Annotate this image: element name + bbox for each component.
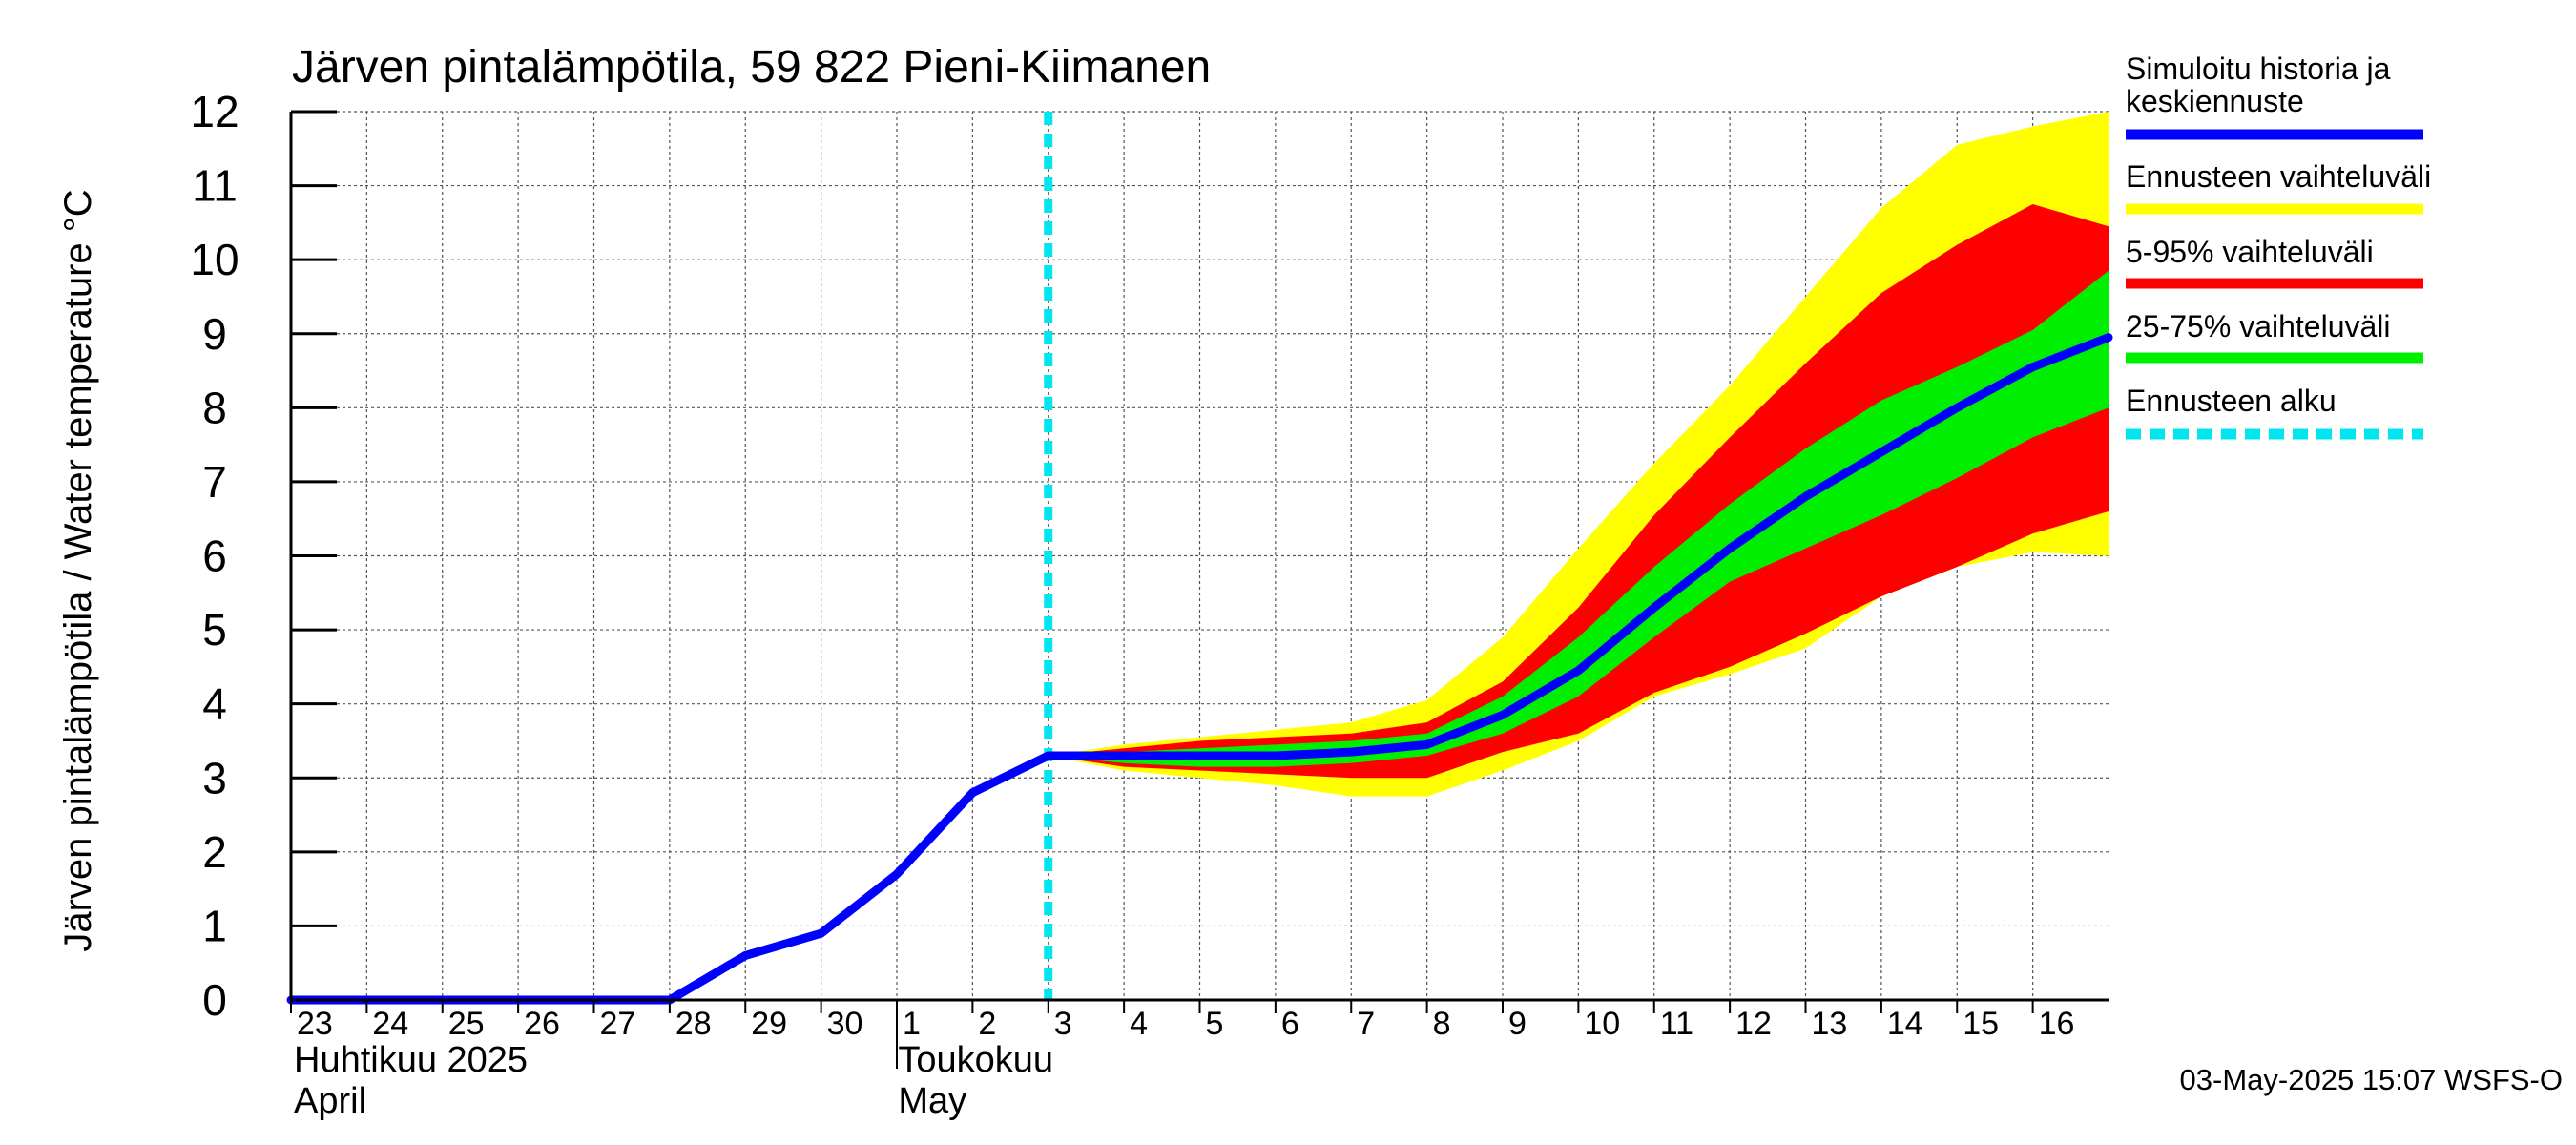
chart-title: Järven pintalämpötila, 59 822 Pieni-Kiim…: [292, 42, 1211, 93]
x-tick-label: 26: [524, 1006, 560, 1042]
y-tick-label: 10: [190, 235, 239, 284]
y-tick-label: 0: [202, 975, 227, 1025]
x-tick-label: 14: [1887, 1006, 1923, 1042]
x-tick-label: 1: [903, 1006, 921, 1042]
x-tick-label: 6: [1281, 1006, 1299, 1042]
x-tick-label: 28: [675, 1006, 712, 1042]
x-tick-label: 29: [751, 1006, 787, 1042]
y-tick-label: 2: [202, 827, 227, 877]
legend-label: Simuloitu historia ja: [2126, 52, 2391, 86]
x-tick-label: 30: [827, 1006, 863, 1042]
x-tick-label: 23: [297, 1006, 333, 1042]
y-tick-label: 6: [202, 531, 227, 581]
month-label-en: April: [294, 1081, 366, 1121]
y-tick-label: 11: [192, 161, 238, 211]
x-tick-label: 5: [1206, 1006, 1224, 1042]
x-tick-label: 27: [600, 1006, 636, 1042]
band-2: [1048, 203, 2109, 779]
legend-label: Ennusteen vaihteluväli: [2126, 159, 2431, 194]
month-label-en: May: [898, 1081, 966, 1121]
y-tick-label: 5: [202, 605, 227, 655]
y-tick-label: 7: [202, 457, 227, 507]
x-tick-label: 9: [1508, 1006, 1527, 1042]
y-axis-label: Järven pintalämpötila / Water temperatur…: [57, 189, 99, 951]
legend-label: Ennusteen alku: [2126, 384, 2337, 418]
x-tick-label: 24: [372, 1006, 408, 1042]
forecast-bands: [1048, 112, 2109, 797]
band-1: [1048, 112, 2109, 797]
legend-label: 25-75% vaihteluväli: [2126, 309, 2391, 344]
legend-label: keskiennuste: [2126, 84, 2304, 118]
legend-label: 5-95% vaihteluväli: [2126, 235, 2374, 269]
x-tick-label: 8: [1433, 1006, 1451, 1042]
x-tick-label: 16: [2039, 1006, 2075, 1042]
x-tick-label: 12: [1735, 1006, 1772, 1042]
x-tick-label: 7: [1357, 1006, 1375, 1042]
y-tick-label: 8: [202, 383, 227, 432]
month-label-fi: Toukokuu: [898, 1040, 1053, 1080]
x-tick-label: 10: [1584, 1006, 1620, 1042]
y-tick-label: 12: [190, 87, 239, 136]
x-tick-label: 2: [978, 1006, 996, 1042]
y-tick-label: 4: [202, 679, 227, 729]
x-tick-label: 11: [1660, 1006, 1693, 1042]
x-tick-label: 25: [448, 1006, 485, 1042]
grid: [291, 111, 2109, 1000]
x-tick-label: 13: [1812, 1006, 1848, 1042]
y-tick-label: 9: [202, 309, 227, 359]
y-tick-label: 3: [202, 753, 227, 802]
y-tick-label: 1: [202, 901, 227, 950]
month-label-fi: Huhtikuu 2025: [294, 1040, 528, 1080]
run-timestamp: 03-May-2025 15:07 WSFS-O: [2180, 1063, 2563, 1096]
x-tick-label: 15: [1963, 1006, 1999, 1042]
x-tick-label: 4: [1130, 1006, 1148, 1042]
x-tick-label: 3: [1054, 1006, 1072, 1042]
